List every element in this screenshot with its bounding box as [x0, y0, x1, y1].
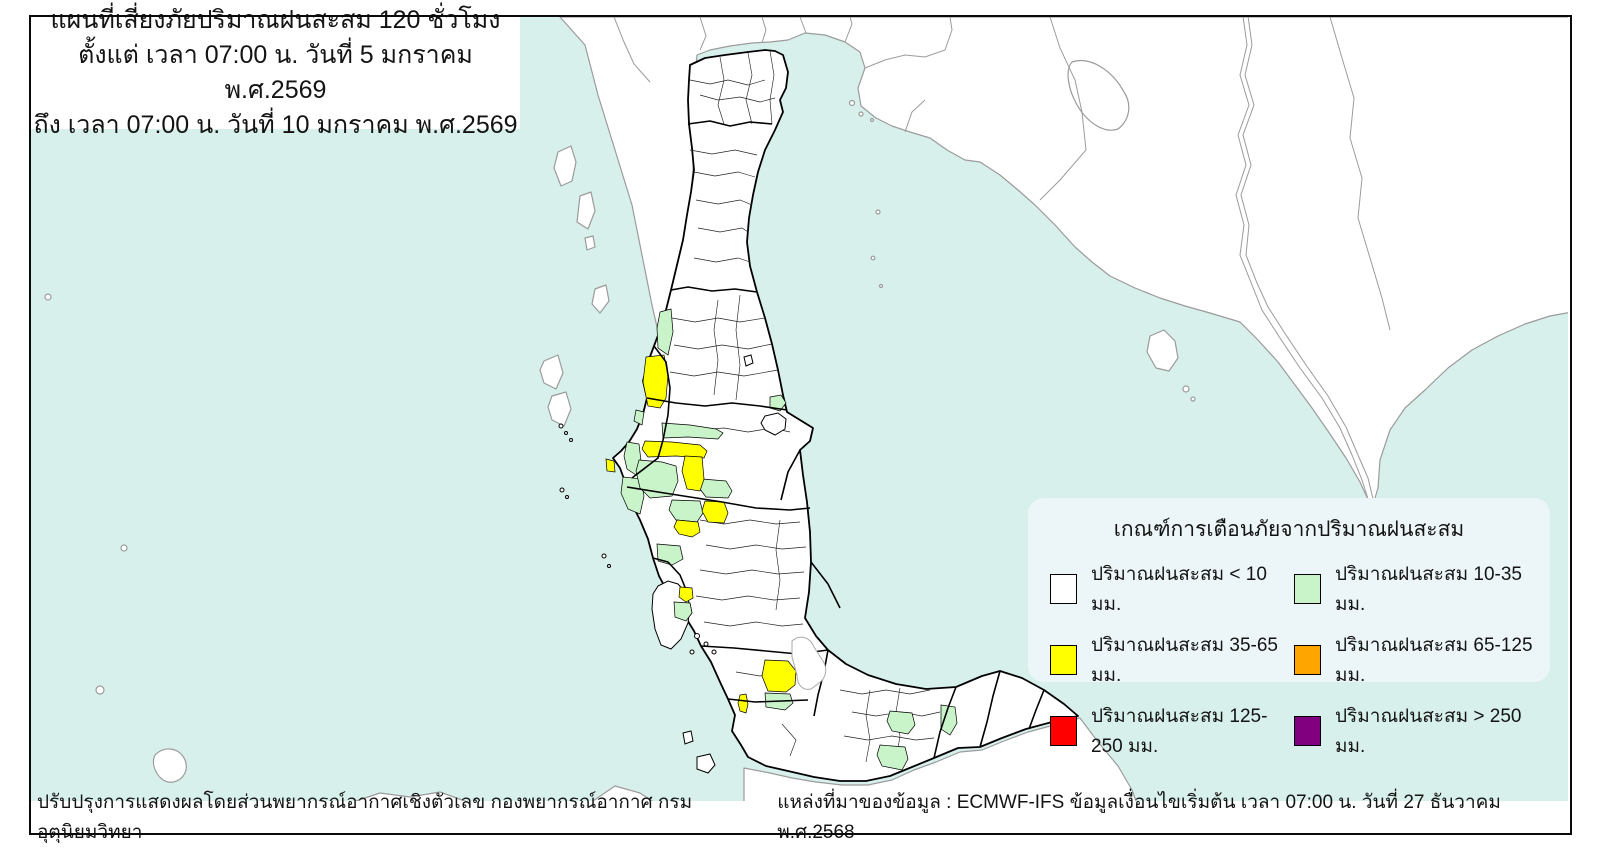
legend-item-65-125: ปริมาณฝนสะสม 65-125 มม.: [1294, 630, 1550, 690]
province-borders: [626, 120, 1045, 759]
legend-swatch-lt10: [1050, 574, 1077, 604]
songkhla-lake: [791, 636, 827, 690]
map-title-line2: ตั้งแต่ เวลา 07:00 น. วันที่ 5 มกราคม พ.…: [78, 41, 473, 104]
rain-districts-35-65: [605, 354, 797, 714]
legend-item-10-35: ปริมาณฝนสะสม 10-35 มม.: [1294, 559, 1550, 619]
legend-label-10-35: ปริมาณฝนสะสม 10-35 มม.: [1335, 564, 1523, 615]
footer-left-text: ปรับปรุงการแสดงผลโดยส่วนพยากรณ์อากาศเชิง…: [37, 792, 693, 843]
legend-item-lt10: ปริมาณฝนสะสม < 10 มม.: [1050, 559, 1294, 619]
foreign-borders: [613, 17, 1391, 506]
legend-label-35-65: ปริมาณฝนสะสม 35-65 มม.: [1091, 635, 1279, 686]
legend-title: เกณฑ์การเตือนภัยจากปริมาณฝนสะสม: [1113, 518, 1465, 541]
legend-swatch-125-250: [1050, 716, 1077, 746]
footer-right-text: แหล่งที่มาของข้อมูล : ECMWF-IFS ข้อมูลเง…: [777, 792, 1501, 843]
kotao-island: [743, 354, 754, 367]
legend-label-125-250: ปริมาณฝนสะสม 125-250 มม.: [1091, 706, 1268, 757]
legend-label-lt10: ปริมาณฝนสะสม < 10 มม.: [1091, 564, 1267, 615]
legend-swatch-65-125: [1294, 645, 1321, 675]
foreign-land: [44, 17, 1568, 813]
legend-swatch-35-65: [1050, 645, 1077, 675]
legend-item-gt250: ปริมาณฝนสะสม > 250 มม.: [1294, 701, 1550, 761]
legend-label-gt250: ปริมาณฝนสะสม > 250 มม.: [1335, 706, 1522, 757]
footer-bar: ปรับปรุงการแสดงผลโดยส่วนพยากรณ์อากาศเชิง…: [31, 792, 1568, 843]
title-box: แผนที่เสี่ยงภัยปริมาณฝนสะสม 120 ชั่วโมง …: [31, 6, 520, 139]
legend-grid: ปริมาณฝนสะสม < 10 มม. ปริมาณฝนสะสม 10-35…: [1050, 559, 1550, 761]
legend-swatch-gt250: [1294, 716, 1321, 746]
thai-peninsula: [558, 49, 1079, 782]
district-borders: [669, 50, 941, 763]
map-title-line1: แผนที่เสี่ยงภัยปริมาณฝนสะสม 120 ชั่วโมง: [50, 6, 501, 34]
legend-item-125-250: ปริมาณฝนสะสม 125-250 มม.: [1050, 701, 1294, 761]
legend-swatch-10-35: [1294, 574, 1321, 604]
samui-island: [760, 412, 787, 436]
island-rain-overlays: [673, 586, 694, 622]
map-title-line3: ถึง เวลา 07:00 น. วันที่ 10 มกราคม พ.ศ.2…: [33, 111, 518, 139]
legend-box: เกณฑ์การเตือนภัยจากปริมาณฝนสะสม ปริมาณฝน…: [1028, 498, 1550, 757]
legend-item-35-65: ปริมาณฝนสะสม 35-65 มม.: [1050, 630, 1294, 690]
legend-label-65-125: ปริมาณฝนสะสม 65-125 มม.: [1335, 635, 1533, 686]
